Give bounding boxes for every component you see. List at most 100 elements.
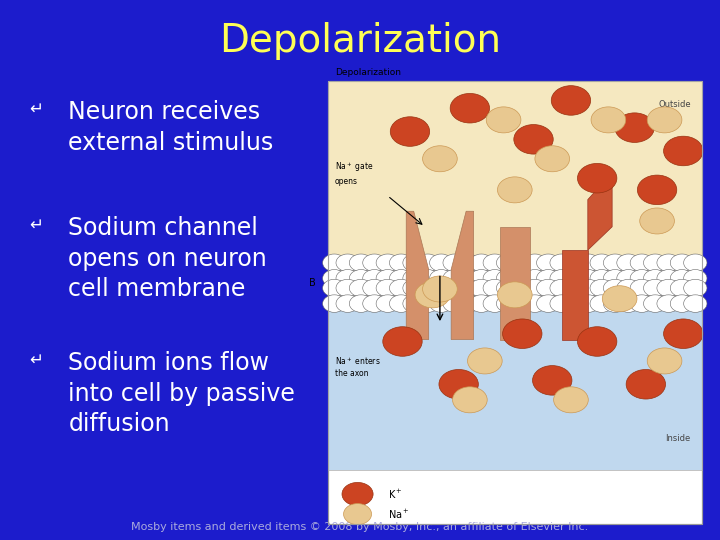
Circle shape — [630, 279, 654, 297]
Circle shape — [536, 279, 560, 297]
Circle shape — [603, 269, 626, 287]
Circle shape — [443, 269, 467, 287]
Circle shape — [415, 282, 450, 308]
Circle shape — [684, 295, 707, 312]
Circle shape — [617, 295, 640, 312]
Circle shape — [467, 348, 502, 374]
Circle shape — [323, 254, 346, 272]
Circle shape — [450, 93, 490, 123]
Circle shape — [603, 279, 626, 297]
Text: Neuron receives
external stimulus: Neuron receives external stimulus — [68, 100, 274, 154]
Circle shape — [664, 319, 703, 348]
Circle shape — [383, 327, 422, 356]
Circle shape — [577, 254, 600, 272]
Circle shape — [644, 279, 667, 297]
Circle shape — [423, 146, 457, 172]
Circle shape — [336, 269, 359, 287]
Circle shape — [684, 279, 707, 297]
Circle shape — [510, 279, 533, 297]
Polygon shape — [406, 211, 428, 340]
Circle shape — [563, 279, 587, 297]
Polygon shape — [588, 172, 612, 250]
Bar — [562, 250, 588, 340]
Circle shape — [536, 295, 560, 312]
Circle shape — [550, 254, 573, 272]
Circle shape — [336, 295, 359, 312]
Circle shape — [603, 295, 626, 312]
Circle shape — [684, 254, 707, 272]
Text: Na$^+$: Na$^+$ — [387, 508, 409, 521]
Circle shape — [416, 269, 439, 287]
Circle shape — [439, 369, 478, 399]
Bar — [328, 81, 702, 524]
Bar — [328, 81, 702, 524]
Bar — [328, 81, 702, 470]
Circle shape — [552, 86, 590, 115]
Circle shape — [617, 279, 640, 297]
Circle shape — [456, 279, 480, 297]
Circle shape — [533, 366, 572, 395]
Circle shape — [497, 279, 520, 297]
Circle shape — [483, 254, 506, 272]
Circle shape — [523, 254, 546, 272]
Circle shape — [577, 295, 600, 312]
Circle shape — [486, 107, 521, 133]
Text: Mosby items and derived items © 2008 by Mosby, Inc., an affiliate of Elsevier In: Mosby items and derived items © 2008 by … — [131, 522, 589, 532]
Circle shape — [443, 279, 467, 297]
Circle shape — [469, 279, 493, 297]
Circle shape — [430, 269, 453, 287]
Circle shape — [336, 279, 359, 297]
Circle shape — [603, 286, 637, 312]
Circle shape — [523, 295, 546, 312]
Text: ↵: ↵ — [29, 351, 43, 369]
Circle shape — [497, 269, 520, 287]
Circle shape — [390, 295, 413, 312]
Circle shape — [336, 254, 359, 272]
Circle shape — [603, 254, 626, 272]
Circle shape — [376, 279, 400, 297]
Circle shape — [363, 254, 386, 272]
Text: ↵: ↵ — [29, 216, 43, 234]
Circle shape — [617, 254, 640, 272]
Circle shape — [670, 269, 693, 287]
Circle shape — [657, 279, 680, 297]
Text: Na$^+$ enters
the axon: Na$^+$ enters the axon — [335, 355, 381, 378]
Circle shape — [483, 269, 506, 287]
Bar — [328, 81, 702, 258]
Circle shape — [323, 279, 346, 297]
Circle shape — [343, 504, 372, 524]
Circle shape — [550, 295, 573, 312]
Circle shape — [469, 269, 493, 287]
Circle shape — [510, 295, 533, 312]
Circle shape — [550, 279, 573, 297]
Circle shape — [590, 269, 613, 287]
Circle shape — [390, 279, 413, 297]
Circle shape — [443, 295, 467, 312]
Text: Inside: Inside — [665, 434, 690, 443]
Circle shape — [640, 208, 675, 234]
Circle shape — [590, 295, 613, 312]
Circle shape — [349, 254, 373, 272]
Circle shape — [443, 254, 467, 272]
Circle shape — [483, 295, 506, 312]
Circle shape — [483, 279, 506, 297]
Polygon shape — [451, 211, 474, 340]
Circle shape — [349, 279, 373, 297]
Circle shape — [510, 269, 533, 287]
Circle shape — [497, 254, 520, 272]
Circle shape — [523, 279, 546, 297]
Circle shape — [590, 279, 613, 297]
Circle shape — [456, 254, 480, 272]
Circle shape — [523, 269, 546, 287]
Circle shape — [469, 295, 493, 312]
Circle shape — [390, 269, 413, 287]
Circle shape — [416, 279, 439, 297]
Circle shape — [514, 125, 553, 154]
Circle shape — [630, 254, 654, 272]
Circle shape — [469, 254, 493, 272]
Circle shape — [430, 254, 453, 272]
Circle shape — [670, 295, 693, 312]
Circle shape — [563, 269, 587, 287]
Circle shape — [323, 269, 346, 287]
Circle shape — [430, 279, 453, 297]
